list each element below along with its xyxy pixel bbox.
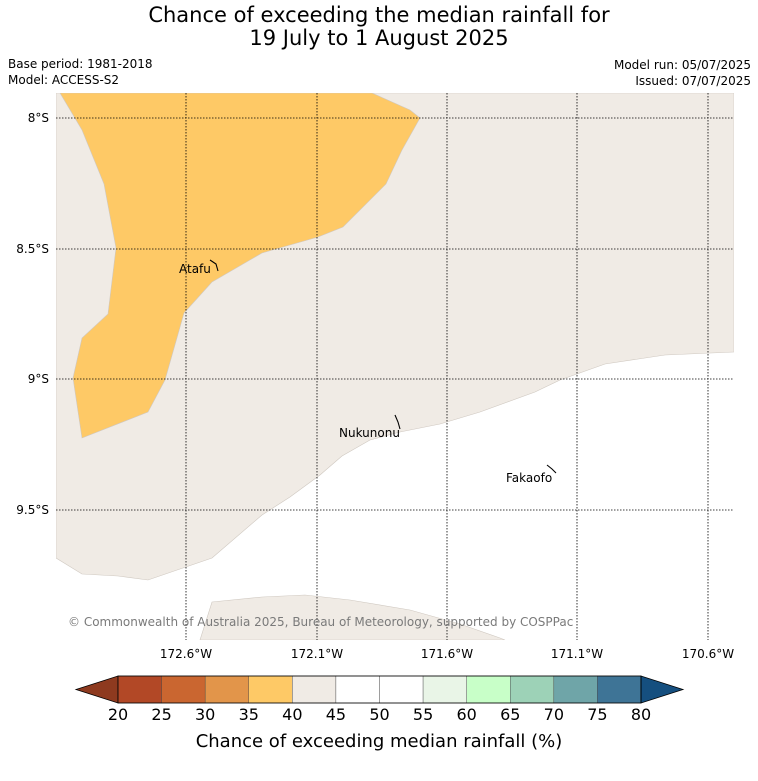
colorbar-segment xyxy=(335,675,380,704)
colorbar-tick-label: 45 xyxy=(326,705,346,724)
colorbar-segment xyxy=(510,675,555,704)
colorbar-extend-low xyxy=(74,675,119,704)
lat-label-9s: 9°S xyxy=(28,372,49,386)
colorbar-tick-label: 75 xyxy=(587,705,607,724)
colorbar-tick-label: 20 xyxy=(108,705,128,724)
colorbar-tick-label: 30 xyxy=(195,705,215,724)
latitude-labels: 8°S 8.5°S 9°S 9.5°S xyxy=(16,111,49,517)
place-label-fakaofo: Fakaofo xyxy=(506,471,552,485)
base-period: Base period: 1981-2018 xyxy=(8,57,153,71)
below-median-region xyxy=(59,93,421,439)
colorbar-segment xyxy=(161,675,206,704)
title-line-1: Chance of exceeding the median rainfall … xyxy=(148,3,610,27)
colorbar-tick-label: 25 xyxy=(151,705,171,724)
colorbar-segment xyxy=(248,675,293,704)
colorbar-segment xyxy=(422,675,467,704)
fakaofo-island-marker xyxy=(546,464,557,474)
place-label-atafu: Atafu xyxy=(179,262,211,276)
colorbar-tick-label: 70 xyxy=(544,705,564,724)
colorbar-tick-labels: 20 25 30 35 40 45 50 55 60 65 70 75 80 xyxy=(108,705,651,724)
lat-label-9-5s: 9.5°S xyxy=(16,503,49,517)
model-run: Model run: 05/07/2025 xyxy=(613,58,751,72)
colorbar-segment xyxy=(597,675,642,704)
lat-label-8-5s: 8.5°S xyxy=(16,242,49,256)
colorbar-tick-label: 65 xyxy=(500,705,520,724)
colorbar-segment xyxy=(466,675,511,704)
colorbar-tick-label: 55 xyxy=(413,705,433,724)
meta-right: Model run: 05/07/2025 Issued: 07/07/2025 xyxy=(614,57,751,89)
colorbar-segment xyxy=(379,675,424,704)
colorbar-tick-label: 50 xyxy=(369,705,389,724)
colorbar-segment xyxy=(117,675,162,704)
nukunonu-island-marker xyxy=(394,414,401,430)
colorbar xyxy=(74,675,685,704)
colorbar-outline xyxy=(117,675,642,704)
colorbar-segment xyxy=(553,675,598,704)
lon-label-172-6w: 172.6°W xyxy=(160,647,212,661)
colorbar-title: Chance of exceeding median rainfall (%) xyxy=(196,731,563,752)
lon-label-170-6w: 170.6°W xyxy=(682,647,734,661)
colorbar-tick-label: 35 xyxy=(239,705,259,724)
lon-label-172-1w: 172.1°W xyxy=(291,647,343,661)
lon-label-171-6w: 171.6°W xyxy=(421,647,473,661)
map-area: Atafu Nukunonu Fakaofo © Commonwealth of… xyxy=(56,93,734,640)
copyright-notice: © Commonwealth of Australia 2025, Bureau… xyxy=(68,615,573,629)
place-label-nukunonu: Nukunonu xyxy=(339,426,400,440)
colorbar-tick-label: 40 xyxy=(282,705,302,724)
atafu-island-marker xyxy=(209,259,219,272)
longitude-labels: 172.6°W 172.1°W 171.6°W 171.1°W 170.6°W xyxy=(160,647,734,661)
issued-date: Issued: 07/07/2025 xyxy=(635,74,751,88)
title-line-2: 19 July to 1 August 2025 xyxy=(249,26,509,50)
meta-left: Base period: 1981-2018 Model: ACCESS-S2 xyxy=(8,56,153,88)
colorbar-tick-label: 80 xyxy=(631,705,651,724)
colorbar-tick-label: 60 xyxy=(456,705,476,724)
colorbar-extend-high xyxy=(640,675,685,704)
colorbar-segment xyxy=(204,675,249,704)
lon-label-171-1w: 171.1°W xyxy=(551,647,603,661)
model-name: Model: ACCESS-S2 xyxy=(8,73,120,87)
lat-label-8s: 8°S xyxy=(28,111,49,125)
chart-title: Chance of exceeding the median rainfall … xyxy=(0,4,758,50)
island-markers xyxy=(209,259,557,474)
graticule xyxy=(56,93,734,640)
colorbar-segment xyxy=(292,675,337,704)
neutral-region-south xyxy=(199,594,506,640)
